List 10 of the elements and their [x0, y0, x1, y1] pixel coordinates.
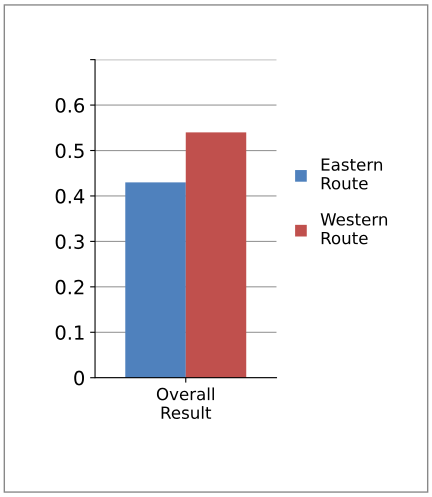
y-tick-label: 0.4 — [56, 188, 84, 204]
y-tick-label: 0.6 — [56, 98, 84, 113]
y-tick-label: 0.2 — [56, 280, 84, 295]
y-tick-label: 0.3 — [56, 234, 84, 250]
y-tick-label: 0 — [74, 370, 84, 386]
legend-label: Eastern Route — [322, 158, 382, 190]
x-tick-label: Overall Result — [156, 387, 214, 420]
y-tick-label: 0.1 — [56, 325, 84, 340]
legend-label: Western Route — [320, 213, 388, 244]
y-tick-label: 0.5 — [56, 143, 84, 158]
